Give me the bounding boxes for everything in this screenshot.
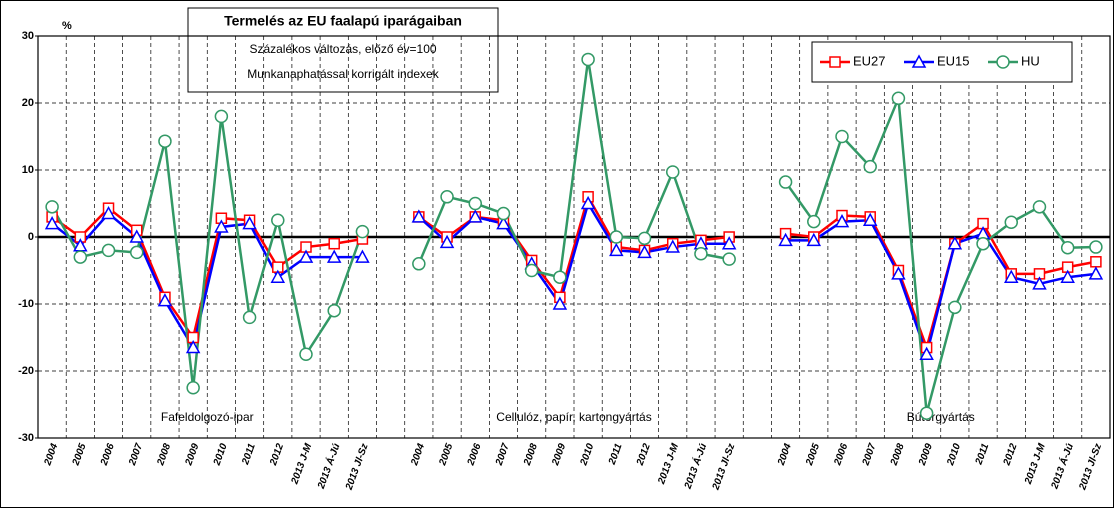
y-tick-label: -10: [18, 298, 34, 310]
marker: [242, 216, 257, 230]
marker: [948, 300, 962, 315]
marker: [327, 303, 341, 318]
group-label: Fafeldolgozó-ipar: [161, 410, 254, 424]
marker: [1090, 256, 1102, 268]
marker: [355, 224, 370, 239]
marker: [721, 236, 737, 250]
marker: [129, 229, 145, 243]
legend-label: HU: [1021, 53, 1040, 68]
title-box: [187, 7, 499, 93]
y-tick-label: 0: [28, 231, 34, 243]
marker: [157, 293, 173, 307]
marker: [440, 190, 454, 204]
marker: [101, 243, 116, 258]
marker: [214, 109, 229, 124]
y-tick-label: 30: [22, 30, 34, 42]
marker: [778, 175, 793, 189]
y-tick-label: -20: [18, 365, 34, 377]
marker: [806, 232, 822, 247]
marker: [299, 347, 313, 361]
marker: [412, 257, 426, 271]
legend-label: EU27: [853, 53, 886, 68]
marker: [439, 234, 455, 249]
group-label: Cellulóz, papír, kartongyártás: [496, 410, 651, 424]
chart-title: Termelés az EU faalapú iparágaiban: [224, 13, 462, 29]
marker: [1003, 269, 1019, 283]
marker: [186, 381, 200, 395]
marker: [996, 55, 1010, 69]
marker: [834, 214, 850, 228]
marker: [496, 216, 511, 230]
marker: [73, 250, 88, 264]
plot-area: [37, 35, 1111, 439]
marker: [1032, 276, 1047, 290]
marker: [45, 200, 59, 214]
subtitle: Százalékos változás, előző év=100: [249, 42, 436, 56]
marker: [722, 252, 736, 266]
marker: [1032, 200, 1047, 214]
marker: [129, 245, 144, 260]
marker: [829, 56, 841, 68]
marker: [326, 249, 342, 263]
marker: [1004, 215, 1019, 230]
marker: [101, 205, 116, 220]
y-axis-label: %: [62, 20, 72, 32]
marker: [891, 91, 906, 106]
marker: [468, 196, 483, 211]
legend-label: EU15: [937, 53, 970, 68]
marker: [467, 209, 483, 223]
marker: [665, 165, 680, 179]
marker: [665, 239, 681, 253]
marker: [863, 159, 877, 174]
marker: [807, 214, 821, 229]
group-label: Bútorgyártás: [907, 410, 975, 424]
marker: [44, 216, 60, 230]
marker: [778, 232, 793, 247]
marker: [1060, 240, 1075, 255]
marker: [919, 406, 934, 420]
marker: [919, 346, 934, 360]
marker: [609, 230, 624, 244]
marker: [524, 263, 539, 278]
marker: [694, 247, 708, 261]
marker: [270, 269, 286, 283]
marker: [609, 242, 624, 257]
marker: [1089, 240, 1103, 254]
marker: [411, 209, 427, 223]
marker: [891, 266, 906, 280]
marker: [637, 231, 652, 246]
marker: [1088, 266, 1104, 280]
marker: [911, 54, 927, 68]
marker: [1060, 269, 1075, 283]
marker: [158, 134, 172, 148]
marker: [580, 195, 596, 210]
marker: [185, 339, 201, 354]
y-tick-label: -30: [18, 432, 34, 444]
marker: [328, 237, 340, 250]
marker: [862, 212, 878, 226]
marker: [355, 249, 370, 263]
marker: [271, 213, 285, 227]
subtitle: Munkanaphatással korrigált indexek: [247, 67, 439, 81]
marker: [835, 129, 849, 144]
marker: [976, 236, 990, 251]
marker: [298, 249, 314, 263]
marker: [552, 296, 568, 310]
y-tick-label: 20: [22, 97, 34, 109]
marker: [242, 310, 257, 325]
marker: [214, 219, 229, 233]
marker: [947, 236, 963, 250]
marker: [581, 52, 595, 67]
marker: [637, 244, 652, 259]
marker: [553, 270, 567, 284]
y-tick-label: 10: [22, 164, 34, 176]
marker: [496, 206, 511, 221]
legend-box: [811, 41, 1073, 83]
